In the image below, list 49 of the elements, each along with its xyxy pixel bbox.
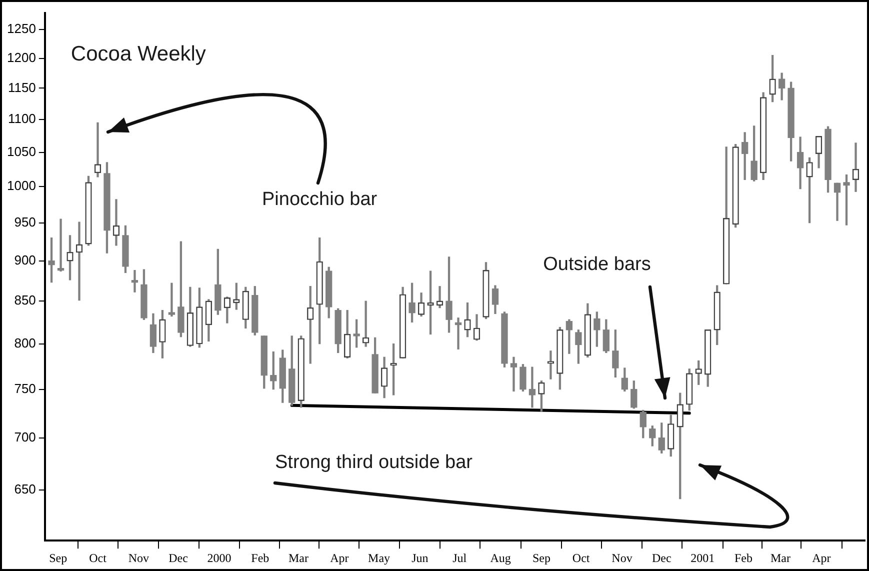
- y-tick-label: 1000: [7, 178, 36, 194]
- x-tick-label: Dec: [168, 550, 188, 565]
- candlestick: [57, 218, 64, 272]
- x-tick-label: Feb: [734, 550, 753, 565]
- y-tick-label: 700: [14, 429, 36, 444]
- candlestick: [510, 356, 518, 392]
- candlestick: [454, 318, 462, 350]
- x-tick-label: May: [368, 550, 390, 565]
- candlestick: [436, 286, 444, 308]
- y-tick-label: 750: [14, 380, 36, 396]
- annotation: Pinocchio bar: [262, 189, 378, 210]
- x-tick-label: Feb: [251, 550, 270, 565]
- annotation: Outside bars: [543, 254, 651, 276]
- y-tick-label: 1050: [7, 144, 36, 159]
- x-tick-label: Jun: [412, 550, 428, 565]
- annotation: Strong third outside bar: [275, 452, 474, 474]
- x-tick-label: Mar: [288, 550, 308, 565]
- candlestick: [76, 222, 83, 301]
- y-tick-label: 1250: [7, 21, 36, 36]
- x-tick-label: Nov: [128, 550, 150, 565]
- candlestick: [547, 350, 554, 380]
- x-tick-label: Jul: [452, 550, 468, 565]
- text: Cocoa Weekly: [70, 42, 206, 66]
- candlestick: [528, 366, 536, 408]
- x-tick-label: Oct: [89, 550, 108, 565]
- x-tick-label: 2001: [690, 550, 715, 565]
- x-tick-label: Mar: [770, 550, 790, 565]
- x-tick-label: Apr: [330, 550, 349, 565]
- y-tick-label: 1150: [8, 80, 36, 95]
- x-tick-label: Nov: [612, 550, 632, 565]
- x-tick-label: Aug: [490, 550, 511, 565]
- candlestick: [94, 122, 102, 178]
- x-tick-label: Sep: [532, 550, 550, 565]
- x-tick-label: Sep: [49, 550, 68, 565]
- y-tick-label: 650: [14, 482, 36, 497]
- candlestick: [362, 300, 370, 347]
- y-tick-label: 1100: [8, 111, 36, 126]
- x-tick-label: Dec: [652, 550, 672, 565]
- y-tick-label: 900: [14, 252, 36, 268]
- y-tick-label: 1200: [7, 50, 36, 65]
- y-tick-label: 850: [14, 292, 36, 308]
- candlestick: [168, 282, 176, 317]
- x-tick-label: Oct: [572, 550, 590, 565]
- y-tick-label: 800: [14, 335, 36, 350]
- y-tick-label: 950: [14, 214, 36, 230]
- x-tick-label: Apr: [812, 550, 831, 565]
- x-tick-label: 2000: [207, 550, 232, 565]
- candlestick: [131, 270, 138, 292]
- candlestick: [852, 142, 860, 192]
